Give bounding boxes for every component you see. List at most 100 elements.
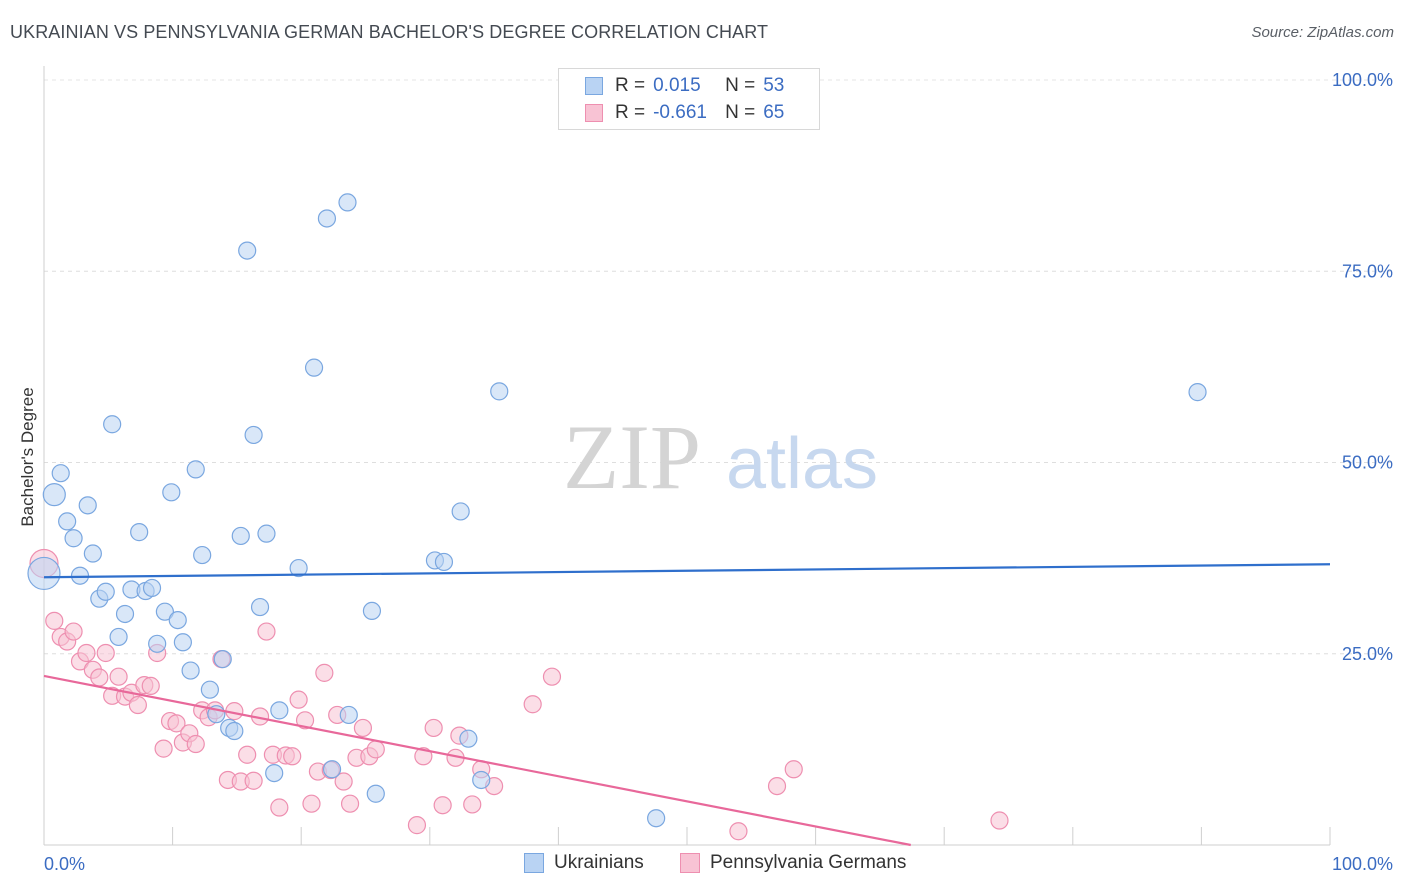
data-point-pennsylvania-germans xyxy=(424,718,443,738)
data-point-pennsylvania-germans xyxy=(64,622,83,641)
x-tick-label: 100.0% xyxy=(1332,854,1393,874)
data-point-pennsylvania-germans xyxy=(729,822,748,841)
legend-r-label: R = xyxy=(615,102,646,123)
data-point-ukrainians xyxy=(162,483,181,502)
data-point-pennsylvania-germans xyxy=(407,816,427,835)
grid-lines xyxy=(44,79,1392,655)
legend-swatch-pennsylvania-germans xyxy=(585,104,603,122)
data-point-ukrainians xyxy=(472,770,491,790)
data-point-ukrainians xyxy=(362,601,382,621)
data-point-pennsylvania-germans xyxy=(315,663,334,682)
data-point-ukrainians xyxy=(257,524,276,543)
data-point-ukrainians xyxy=(70,566,90,585)
data-point-pennsylvania-germans xyxy=(283,747,302,766)
data-point-ukrainians xyxy=(142,578,162,598)
data-point-pennsylvania-germans xyxy=(244,771,263,790)
data-point-pennsylvania-germans xyxy=(77,643,96,663)
data-point-pennsylvania-germans xyxy=(128,695,147,715)
data-point-ukrainians xyxy=(459,729,478,748)
legend-n-value: 65 xyxy=(763,102,785,123)
data-point-ukrainians xyxy=(78,496,97,515)
data-point-ukrainians xyxy=(58,512,77,531)
trend-line-ukrainians xyxy=(43,563,1331,579)
data-point-ukrainians xyxy=(270,701,289,720)
data-point-ukrainians xyxy=(42,483,66,507)
data-point-ukrainians xyxy=(193,545,212,565)
data-point-ukrainians xyxy=(173,633,192,652)
data-point-ukrainians xyxy=(317,209,337,228)
data-point-ukrainians xyxy=(244,425,263,445)
legend-label-pennsylvania-germans: Pennsylvania Germans xyxy=(710,852,907,873)
data-point-ukrainians xyxy=(238,241,257,260)
data-point-ukrainians xyxy=(115,604,135,624)
data-point-ukrainians xyxy=(96,582,115,601)
data-point-pennsylvania-germans xyxy=(270,798,289,817)
data-point-ukrainians xyxy=(304,358,324,377)
data-point-ukrainians xyxy=(1188,383,1207,402)
data-point-ukrainians xyxy=(103,415,122,434)
data-point-ukrainians xyxy=(225,721,244,741)
data-point-ukrainians xyxy=(434,552,454,572)
data-point-pennsylvania-germans xyxy=(990,811,1009,830)
data-point-pennsylvania-germans xyxy=(90,668,109,687)
data-point-ukrainians xyxy=(181,661,200,680)
data-point-pennsylvania-germans xyxy=(167,714,186,733)
axes xyxy=(43,66,1331,846)
legend-n-label: N = xyxy=(725,75,756,96)
data-point-pennsylvania-germans xyxy=(767,776,787,796)
series-pennsylvania-germans xyxy=(29,548,1009,841)
data-point-pennsylvania-germans xyxy=(414,747,433,766)
watermark: ZIP atlas xyxy=(563,406,878,508)
tick-labels: 25.0% 50.0% 75.0% 100.0% 0.0% 100.0% xyxy=(44,70,1393,874)
data-point-ukrainians xyxy=(155,602,174,621)
data-point-ukrainians xyxy=(265,763,284,783)
data-point-ukrainians xyxy=(322,760,342,779)
legend-r-value: -0.661 xyxy=(653,102,707,123)
legend-swatch-ukrainians xyxy=(585,77,603,95)
data-point-ukrainians xyxy=(51,464,70,483)
legend-swatch-pennsylvania-germans xyxy=(680,853,700,873)
data-point-pennsylvania-germans xyxy=(463,795,482,814)
data-point-ukrainians xyxy=(289,558,308,578)
data-point-pennsylvania-germans xyxy=(353,718,373,738)
data-point-pennsylvania-germans xyxy=(186,734,205,754)
data-point-pennsylvania-germans xyxy=(302,794,321,813)
data-point-pennsylvania-germans xyxy=(784,760,803,779)
data-point-pennsylvania-germans xyxy=(154,739,173,758)
watermark-atlas: atlas xyxy=(726,424,878,504)
series-legend: Ukrainians Pennsylvania Germans xyxy=(0,852,1406,878)
legend-n-label: N = xyxy=(725,102,756,123)
data-point-ukrainians xyxy=(130,523,149,542)
data-point-ukrainians xyxy=(490,382,509,401)
legend-r-value: 0.015 xyxy=(653,75,701,96)
data-point-pennsylvania-germans xyxy=(141,676,160,695)
data-point-ukrainians xyxy=(213,650,232,669)
trend-lines xyxy=(43,563,1331,847)
x-tick-label: 0.0% xyxy=(44,854,85,874)
data-point-ukrainians xyxy=(109,627,128,647)
data-point-ukrainians xyxy=(64,529,83,548)
data-point-pennsylvania-germans xyxy=(334,772,353,791)
legend-r-label: R = xyxy=(615,75,646,96)
series-ukrainians xyxy=(27,193,1207,828)
data-point-ukrainians xyxy=(366,784,385,803)
data-point-ukrainians xyxy=(647,809,666,828)
data-point-ukrainians xyxy=(186,460,205,479)
data-point-pennsylvania-germans xyxy=(109,667,128,686)
data-point-pennsylvania-germans xyxy=(238,745,257,764)
legend-item-pennsylvania-germans[interactable]: Pennsylvania Germans xyxy=(680,852,906,874)
legend-swatch-ukrainians xyxy=(524,853,544,873)
data-point-ukrainians xyxy=(83,544,102,563)
legend-n-value: 53 xyxy=(763,75,785,96)
data-point-pennsylvania-germans xyxy=(542,667,562,686)
data-point-ukrainians xyxy=(338,193,357,212)
legend-item-ukrainians[interactable]: Ukrainians xyxy=(524,852,644,874)
data-point-pennsylvania-germans xyxy=(257,622,276,641)
legend-row-pennsylvania-germans: R = -0.661 N = 65 xyxy=(585,101,784,125)
data-point-ukrainians xyxy=(250,597,270,617)
data-point-pennsylvania-germans xyxy=(523,695,542,714)
data-point-ukrainians xyxy=(27,556,61,591)
source-credit: Source: ZipAtlas.com xyxy=(1251,24,1394,41)
legend-row-ukrainians: R = 0.015 N = 53 xyxy=(585,74,784,98)
